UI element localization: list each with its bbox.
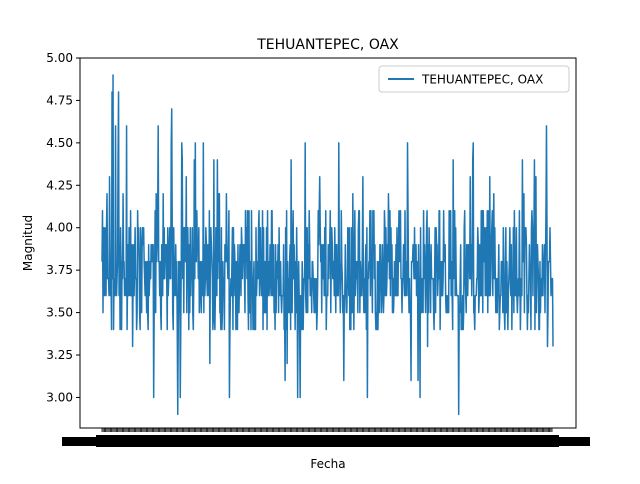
y-tick-label: 4.00 xyxy=(46,221,73,235)
legend-box xyxy=(378,65,570,93)
y-tick-label: 3.00 xyxy=(46,390,73,404)
x-tick-label-spill-left xyxy=(62,437,98,446)
chart-title: TEHUANTEPEC, OAX xyxy=(256,37,399,53)
y-tick-label: 4.25 xyxy=(46,178,73,192)
x-ticks xyxy=(101,428,553,432)
y-tick-label: 4.75 xyxy=(46,93,73,107)
y-tick-label: 3.50 xyxy=(46,306,73,320)
x-axis xyxy=(62,428,590,447)
y-tick-label: 3.25 xyxy=(46,348,73,362)
y-tick-label: 4.50 xyxy=(46,136,73,150)
legend: TEHUANTEPEC, OAX xyxy=(378,65,570,93)
y-axis-label: Magnitud xyxy=(21,215,35,271)
legend-entry-label: TEHUANTEPEC, OAX xyxy=(421,73,543,87)
x-axis-label: Fecha xyxy=(310,457,345,471)
plot-area xyxy=(101,74,554,416)
series-line-tehuantepec xyxy=(101,74,554,416)
y-axis: 3.00 3.25 3.50 3.75 4.00 4.25 4.50 4.75 5.00 xyxy=(46,51,80,404)
x-tick-label-spill-right xyxy=(556,437,590,446)
y-tick-label: 5.00 xyxy=(46,51,73,65)
x-tick-labels-overlap xyxy=(96,435,559,447)
y-tick-label: 3.75 xyxy=(46,263,73,277)
